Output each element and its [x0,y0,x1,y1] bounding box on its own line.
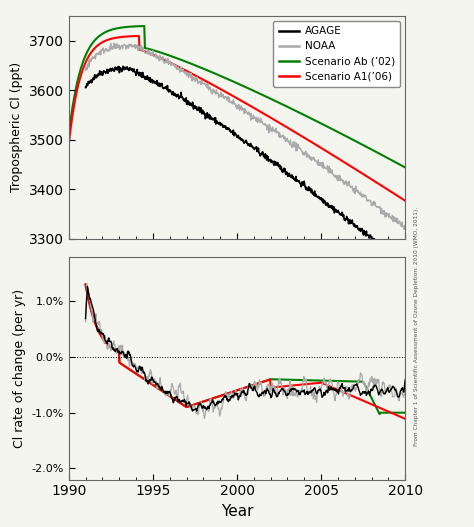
Y-axis label: Cl rate of change (per yr): Cl rate of change (per yr) [13,288,26,447]
Y-axis label: Tropospheric Cl (ppt): Tropospheric Cl (ppt) [10,62,23,192]
X-axis label: Year: Year [221,504,253,519]
Text: From Chapter 1 of Scientific Assessment of Ozone Depletion: 2010 (WMO, 2011).: From Chapter 1 of Scientific Assessment … [414,207,419,446]
Legend: AGAGE, NOAA, Scenario Ab (’02), Scenario A1(’06): AGAGE, NOAA, Scenario Ab (’02), Scenario… [273,21,400,87]
